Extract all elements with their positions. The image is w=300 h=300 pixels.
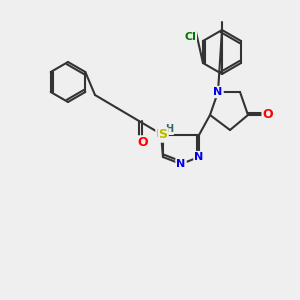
Text: N: N [194,152,204,162]
Text: O: O [263,109,273,122]
Text: N: N [176,159,186,169]
Text: O: O [138,136,148,149]
Text: Cl: Cl [184,32,196,42]
Text: N: N [156,129,166,139]
Text: S: S [158,128,167,142]
Text: H: H [165,124,173,134]
Text: N: N [213,87,223,97]
